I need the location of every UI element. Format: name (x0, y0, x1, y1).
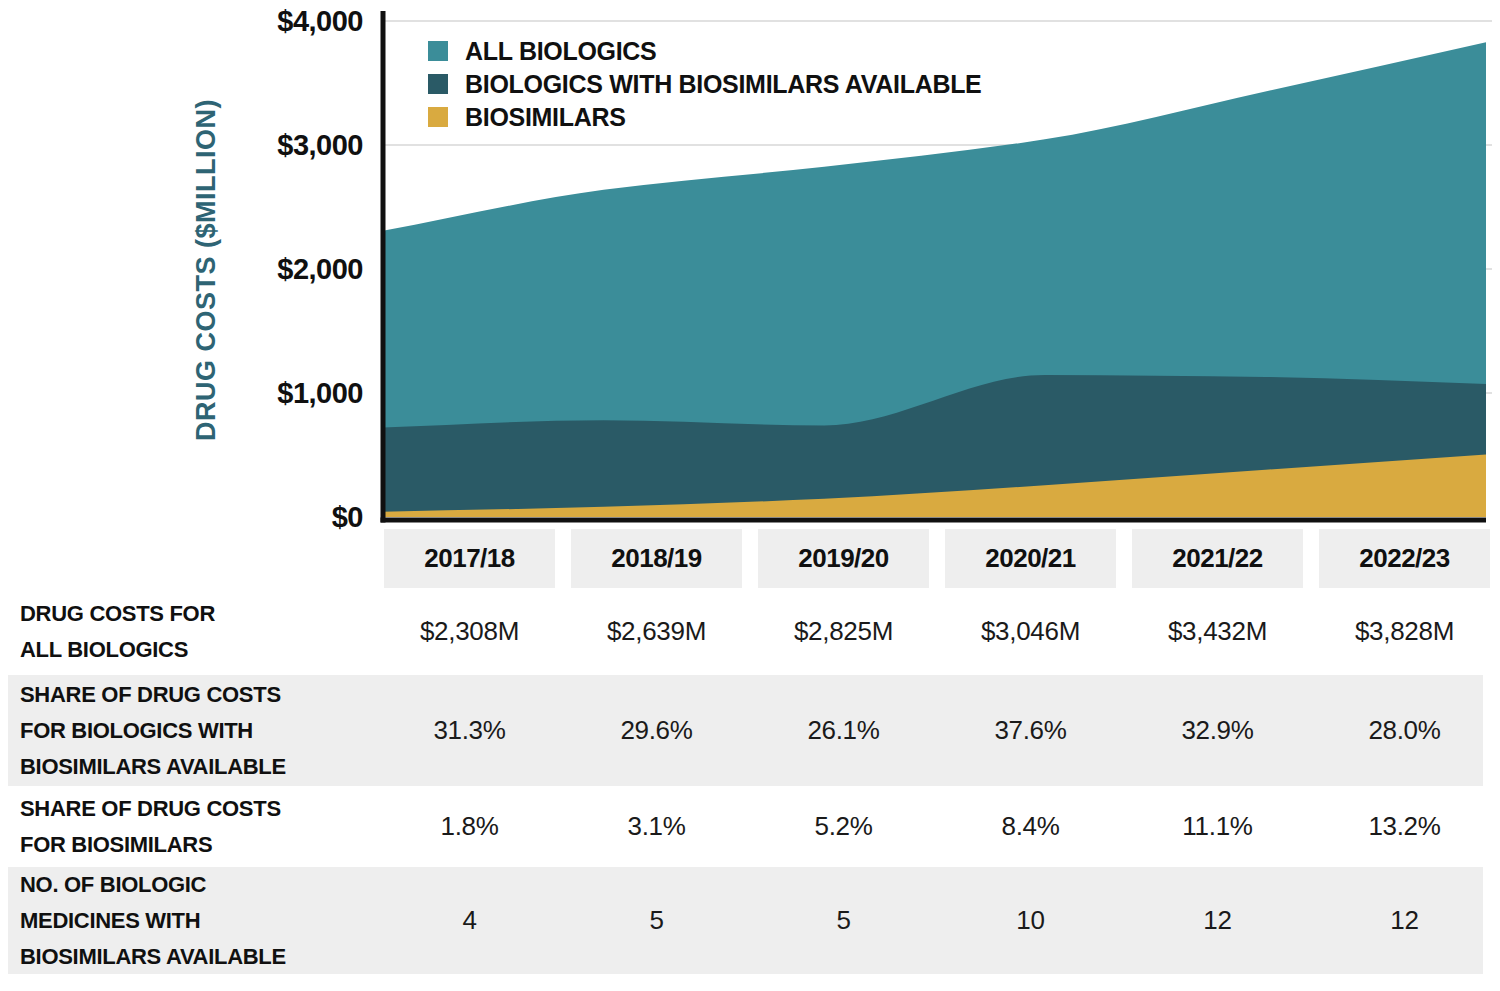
table-cell: 31.3% (384, 715, 555, 746)
table-cell: 5.2% (758, 811, 929, 842)
column-header: 2020/21 (945, 529, 1116, 588)
table-cell: 37.6% (945, 715, 1116, 746)
column-header: 2019/20 (758, 529, 929, 588)
table-cell: $3,828M (1319, 616, 1490, 647)
row-label: SHARE OF DRUG COSTS FOR BIOLOGICS WITH B… (0, 677, 384, 785)
table-cell: 11.1% (1132, 811, 1303, 842)
column-header: 2017/18 (384, 529, 555, 588)
table-cell: 32.9% (1132, 715, 1303, 746)
table-cell: 4 (384, 905, 555, 936)
row-label: NO. OF BIOLOGIC MEDICINES WITH BIOSIMILA… (0, 867, 384, 975)
table-cell: $3,432M (1132, 616, 1303, 647)
table-cell: $2,308M (384, 616, 555, 647)
table-row: NO. OF BIOLOGIC MEDICINES WITH BIOSIMILA… (0, 867, 1500, 974)
table-row: SHARE OF DRUG COSTS FOR BIOSIMILARS1.8% 3… (0, 786, 1500, 867)
biologics-biosimilars-infographic: DRUG COSTS ($MILLION) $4,000 $3,000 $2,0… (0, 0, 1500, 991)
column-header: 2018/19 (571, 529, 742, 588)
table-cell: $3,046M (945, 616, 1116, 647)
table-cell: $2,639M (571, 616, 742, 647)
table-cell: 5 (571, 905, 742, 936)
column-header: 2021/22 (1132, 529, 1303, 588)
column-header: 2022/23 (1319, 529, 1490, 588)
table-cell: $2,825M (758, 616, 929, 647)
table-row: SHARE OF DRUG COSTS FOR BIOLOGICS WITH B… (0, 675, 1500, 786)
table-cell: 26.1% (758, 715, 929, 746)
table-row: DRUG COSTS FOR ALL BIOLOGICS$2,308M $2,63… (0, 588, 1500, 675)
table-cell: 5 (758, 905, 929, 936)
table-cell: 12 (1132, 905, 1303, 936)
row-label: DRUG COSTS FOR ALL BIOLOGICS (0, 596, 384, 668)
table-cell: 29.6% (571, 715, 742, 746)
row-label: SHARE OF DRUG COSTS FOR BIOSIMILARS (0, 791, 384, 863)
table-cell: 12 (1319, 905, 1490, 936)
table-cell: 8.4% (945, 811, 1116, 842)
table-cell: 10 (945, 905, 1116, 936)
table-header-row: 2017/18 2018/19 2019/20 2020/21 2021/22 2022/… (0, 529, 1500, 588)
table-cell: 1.8% (384, 811, 555, 842)
table-cell: 3.1% (571, 811, 742, 842)
table-cell: 13.2% (1319, 811, 1490, 842)
data-table: 2017/18 2018/19 2019/20 2020/21 2021/22 2022/… (0, 0, 1500, 991)
table-cell: 28.0% (1319, 715, 1490, 746)
